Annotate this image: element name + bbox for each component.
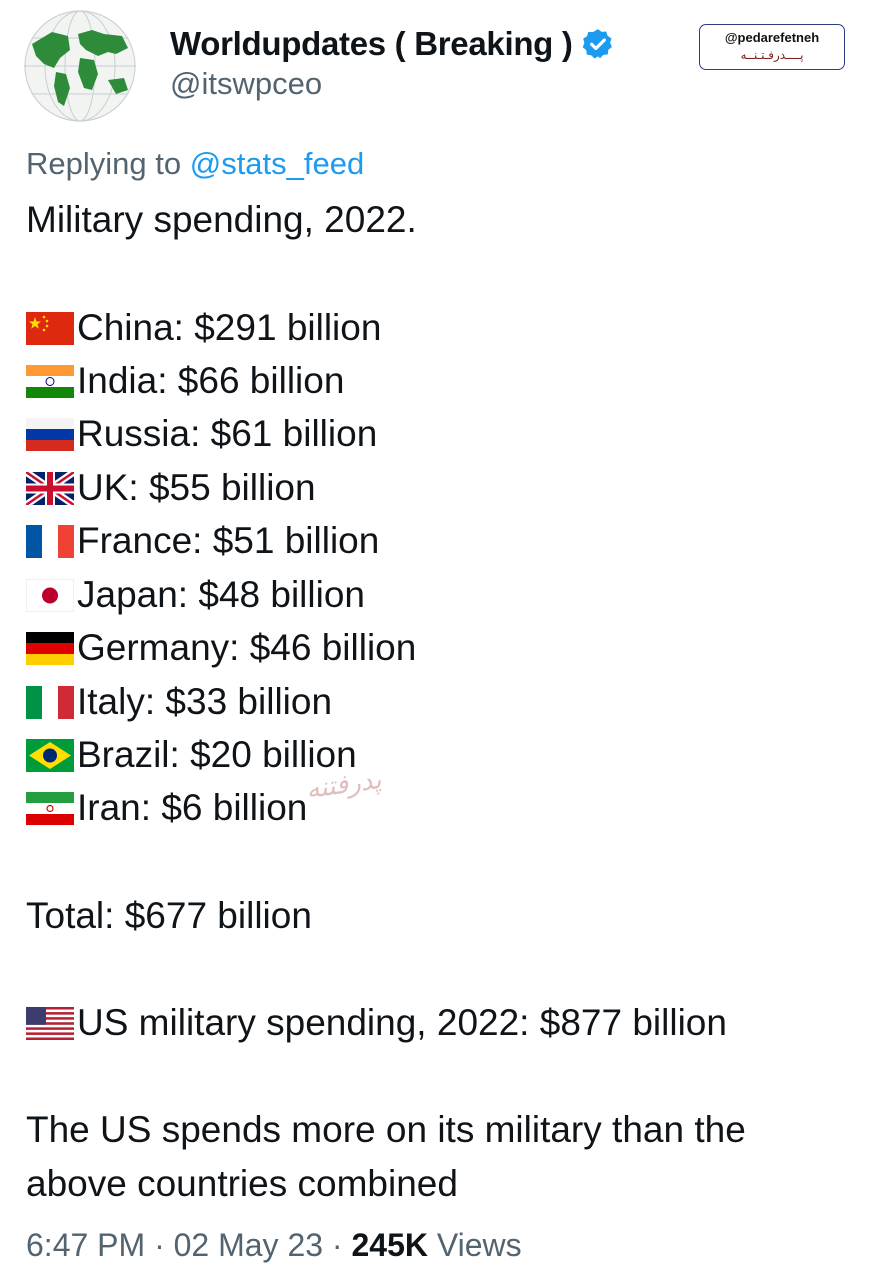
meta-separator: · bbox=[331, 1227, 343, 1263]
conclusion-line-1: The US spends more on its military than … bbox=[26, 1109, 746, 1150]
india-flag-icon bbox=[26, 364, 74, 398]
country-text: Italy: $33 billion bbox=[77, 681, 333, 722]
badge-subtitle: پــــدرفـتـنــه bbox=[740, 48, 804, 62]
country-text: Iran: $6 billion bbox=[77, 787, 308, 828]
country-line: UK: $55 billion bbox=[26, 468, 316, 508]
italy-flag-icon bbox=[26, 685, 74, 719]
us-spending-line: US military spending, 2022: $877 billion bbox=[26, 1003, 727, 1043]
country-line: Brazil: $20 billion bbox=[26, 735, 357, 775]
country-text: France: $51 billion bbox=[77, 520, 380, 561]
display-name[interactable]: Worldupdates ( Breaking ) bbox=[170, 25, 573, 62]
country-line: Italy: $33 billion bbox=[26, 682, 332, 722]
country-line: China: $291 billion bbox=[26, 308, 381, 348]
post-date[interactable]: 02 May 23 bbox=[173, 1227, 324, 1263]
post-time[interactable]: 6:47 PM bbox=[26, 1227, 146, 1263]
replying-handle-link[interactable]: @stats_feed bbox=[189, 146, 365, 181]
country-line: Iran: $6 billion bbox=[26, 788, 307, 828]
japan-flag-icon bbox=[26, 578, 74, 612]
country-text: UK: $55 billion bbox=[77, 467, 316, 508]
france-flag-icon bbox=[26, 524, 74, 558]
post-meta: 6:47 PM · 02 May 23 · 245K Views bbox=[26, 1227, 522, 1264]
country-text: China: $291 billion bbox=[77, 307, 382, 348]
country-text: Russia: $61 billion bbox=[77, 413, 378, 454]
avatar[interactable] bbox=[24, 10, 136, 122]
total-line: Total: $677 billion bbox=[26, 895, 312, 936]
replying-to: Replying to @stats_feed bbox=[26, 146, 364, 182]
brazil-flag-icon bbox=[26, 738, 74, 772]
world-map-globe-icon bbox=[24, 10, 136, 122]
us-spending-text: US military spending, 2022: $877 billion bbox=[77, 1002, 727, 1043]
germany-flag-icon bbox=[26, 631, 74, 665]
country-text: India: $66 billion bbox=[77, 360, 345, 401]
iran-flag-icon bbox=[26, 791, 74, 825]
country-line: Russia: $61 billion bbox=[26, 414, 377, 454]
conclusion-line-2: above countries combined bbox=[26, 1163, 458, 1204]
meta-separator: · bbox=[154, 1227, 165, 1263]
country-line: Japan: $48 billion bbox=[26, 575, 365, 615]
russia-flag-icon bbox=[26, 417, 74, 451]
post-heading: Military spending, 2022. bbox=[26, 199, 417, 240]
author-name-row: Worldupdates ( Breaking ) bbox=[170, 22, 615, 66]
views-count[interactable]: 245K bbox=[351, 1227, 428, 1263]
us-flag-icon bbox=[26, 1006, 74, 1040]
country-text: Germany: $46 billion bbox=[77, 627, 417, 668]
replying-prefix: Replying to bbox=[26, 146, 182, 181]
views-label: Views bbox=[436, 1227, 522, 1263]
country-text: Japan: $48 billion bbox=[77, 574, 365, 615]
verified-badge-icon bbox=[582, 29, 612, 59]
china-flag-icon bbox=[26, 311, 74, 345]
country-line: India: $66 billion bbox=[26, 361, 344, 401]
country-line: Germany: $46 billion bbox=[26, 628, 416, 668]
author-handle[interactable]: @itswpceo bbox=[170, 66, 323, 101]
badge-handle: @pedarefetneh bbox=[724, 30, 820, 45]
country-line: France: $51 billion bbox=[26, 521, 379, 561]
country-text: Brazil: $20 billion bbox=[77, 734, 357, 775]
uk-flag-icon bbox=[26, 471, 74, 505]
watermark-badge: @pedarefetneh پــــدرفـتـنــه bbox=[699, 24, 845, 70]
